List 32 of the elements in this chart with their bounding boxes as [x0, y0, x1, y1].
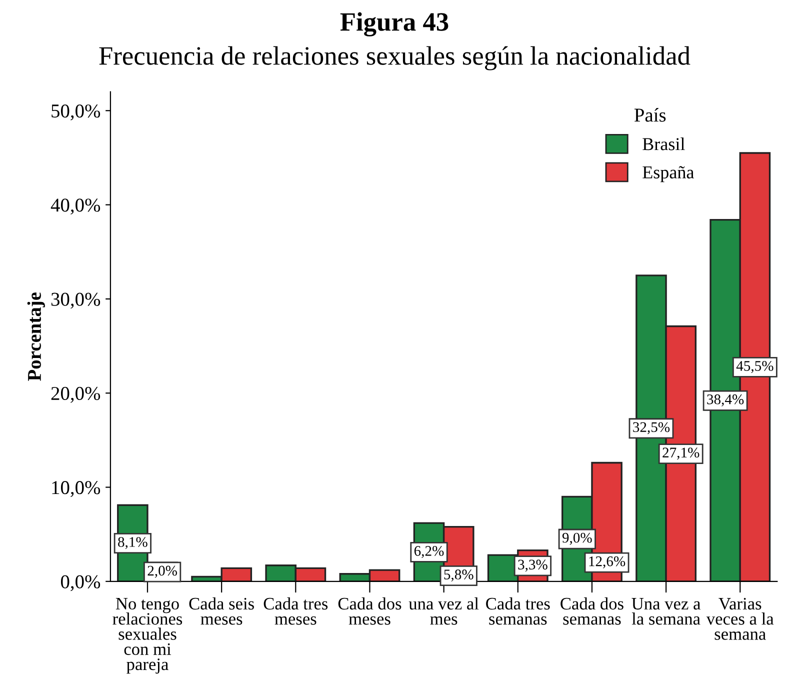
data-label: 3,3%: [518, 560, 548, 572]
y-axis-title: Porcentaje: [27, 292, 45, 381]
x-tick-label: Cada dos semanas: [560, 597, 624, 625]
y-tick-label: 20,0%: [51, 386, 100, 403]
data-label: 27,1%: [662, 448, 700, 460]
x-tick-label: No tengo relaciones sexuales con mi pareja: [112, 598, 182, 674]
x-tick-label: una vez al mes: [408, 597, 479, 625]
data-label: 45,5%: [736, 361, 774, 373]
data-label: 38,4%: [707, 394, 744, 406]
data-label: 6,2%: [414, 546, 444, 558]
legend-label: Brasil: [642, 138, 685, 150]
data-label: 9,0%: [562, 532, 592, 545]
x-tick-label: Cada seis meses: [189, 597, 254, 625]
x-tick-label: Cada tres meses: [264, 597, 328, 625]
data-label: 2,0%: [148, 566, 178, 578]
data-label: 12,6%: [589, 556, 626, 568]
chart-title: Figura 43: [340, 12, 448, 36]
legend-label: España: [642, 166, 694, 182]
y-tick-label: 10,0%: [52, 481, 100, 497]
y-tick-label: 0,0%: [60, 575, 100, 592]
y-tick-label: 50,0%: [52, 104, 100, 120]
legend-title: País: [634, 108, 666, 122]
x-tick-label: Cada tres semanas: [486, 597, 550, 625]
data-label: 32,5%: [633, 422, 670, 434]
data-label: 5,8%: [444, 570, 474, 582]
x-tick-label: Una vez a la semana: [632, 598, 701, 625]
x-tick-label: Cada dos meses: [338, 597, 402, 625]
x-tick-label: Varias veces a la semana: [706, 598, 774, 640]
chart-subtitle: Frecuencia de relaciones sexuales según la nacionalidad: [99, 46, 690, 70]
y-tick-label: 30,0%: [51, 292, 100, 309]
data-label: 8,1%: [118, 537, 148, 550]
y-tick-label: 40,0%: [50, 198, 100, 215]
